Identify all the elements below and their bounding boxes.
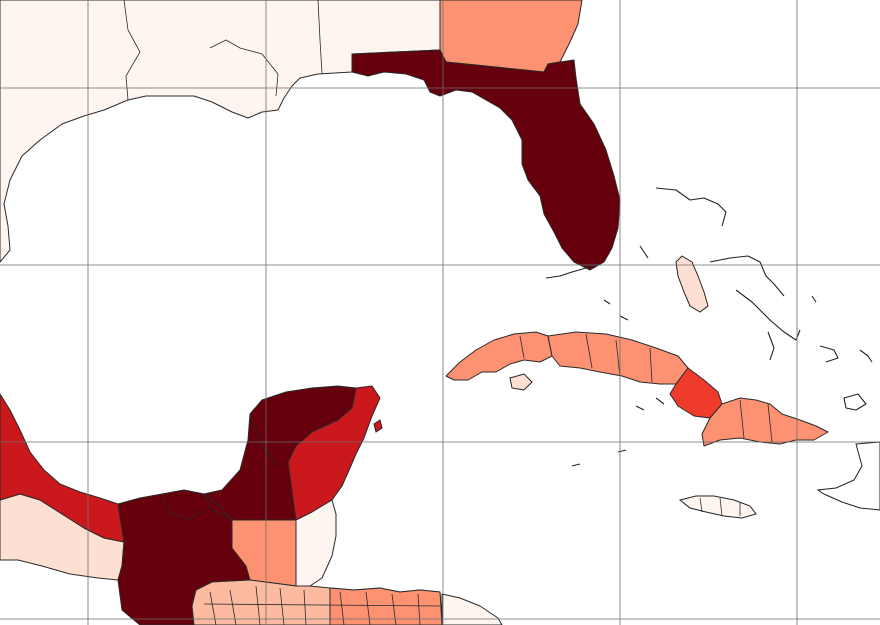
region-gulf-states[interactable]	[0, 0, 441, 263]
region-nicaragua[interactable]	[441, 593, 503, 625]
region-honduras-east[interactable]	[329, 587, 443, 625]
mexico-central-america	[0, 385, 503, 625]
cuban-cays	[571, 397, 665, 467]
region-georgia[interactable]	[439, 0, 583, 73]
usa-states	[0, 0, 621, 271]
region-camaguey[interactable]	[669, 367, 723, 419]
region-hispaniola	[816, 441, 880, 511]
region-florida[interactable]	[351, 49, 621, 271]
bahamas	[603, 187, 873, 411]
cuba	[445, 331, 829, 447]
region-andros[interactable]	[675, 255, 709, 313]
region-cozumel	[373, 419, 383, 433]
region-jamaica[interactable]	[678, 495, 757, 519]
region-cuba-east[interactable]	[701, 397, 829, 447]
florida-keys	[545, 263, 599, 279]
region-cuba-west[interactable]	[445, 331, 553, 381]
region-isla-juventud[interactable]	[509, 373, 533, 391]
